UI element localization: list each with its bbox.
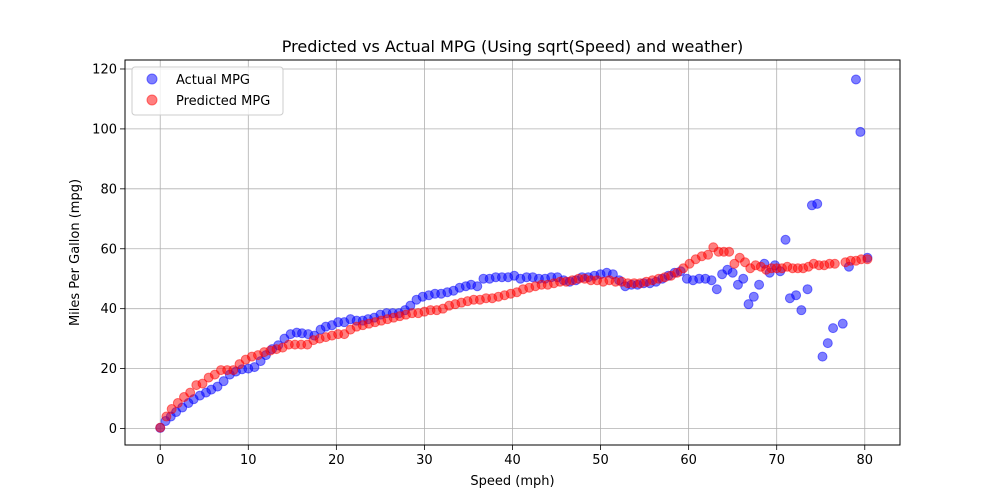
series-predicted-mpg: [155, 242, 873, 433]
y-tick-label: 100: [92, 122, 117, 137]
data-point: [711, 284, 722, 295]
y-tick-label: 0: [109, 422, 117, 437]
y-tick-label: 60: [100, 242, 117, 257]
legend-marker-actual: [146, 73, 158, 85]
y-axis-ticks: 0 20 40 60 80 100 120: [92, 62, 125, 437]
data-point: [855, 126, 866, 137]
chart-title: Predicted vs Actual MPG (Using sqrt(Spee…: [282, 37, 743, 56]
x-tick-label: 50: [592, 453, 609, 468]
x-tick-label: 20: [328, 453, 345, 468]
data-point: [724, 246, 735, 257]
data-point: [249, 362, 260, 373]
data-point: [218, 376, 229, 387]
data-point: [212, 381, 223, 392]
y-tick-label: 40: [100, 302, 117, 317]
data-point: [791, 290, 802, 301]
data-point: [812, 198, 823, 209]
x-axis-label: Speed (mph): [470, 474, 554, 489]
data-point: [754, 279, 765, 290]
x-tick-label: 60: [680, 453, 697, 468]
x-axis-ticks: 0 10 20 30 40 50 60 70 80: [156, 445, 873, 468]
data-point: [837, 318, 848, 329]
data-points: [155, 74, 873, 433]
data-point: [822, 338, 833, 349]
data-point: [703, 249, 714, 260]
data-point: [706, 275, 717, 286]
grid-lines: [125, 60, 900, 445]
legend-label-actual: Actual MPG: [176, 73, 250, 88]
data-point: [472, 281, 483, 292]
data-point: [228, 365, 239, 376]
data-point: [738, 273, 749, 284]
data-point: [829, 258, 840, 269]
legend-label-predicted: Predicted MPG: [176, 94, 270, 109]
legend-box: [131, 66, 284, 116]
data-point: [172, 398, 183, 409]
y-tick-label: 20: [100, 362, 117, 377]
data-point: [166, 404, 177, 415]
data-point: [796, 305, 807, 316]
data-point: [862, 254, 873, 265]
data-point: [828, 323, 839, 334]
data-point: [161, 411, 172, 422]
data-point: [850, 74, 861, 85]
data-point: [197, 378, 208, 389]
x-tick-label: 30: [416, 453, 433, 468]
data-point: [155, 422, 166, 433]
data-point: [743, 299, 754, 310]
data-point: [817, 351, 828, 362]
data-point: [748, 291, 759, 302]
legend: Actual MPG Predicted MPG: [131, 66, 284, 116]
y-tick-label: 120: [92, 62, 117, 77]
data-point: [185, 387, 196, 398]
data-point: [802, 284, 813, 295]
x-tick-label: 80: [856, 453, 873, 468]
x-tick-label: 70: [768, 453, 785, 468]
legend-marker-predicted: [146, 94, 158, 106]
data-point: [727, 267, 738, 278]
x-tick-label: 40: [504, 453, 521, 468]
y-axis-label: Miles Per Gallon (mpg): [68, 179, 83, 326]
y-tick-label: 80: [100, 182, 117, 197]
x-tick-label: 0: [156, 453, 164, 468]
x-tick-label: 10: [240, 453, 257, 468]
data-point: [780, 234, 791, 245]
